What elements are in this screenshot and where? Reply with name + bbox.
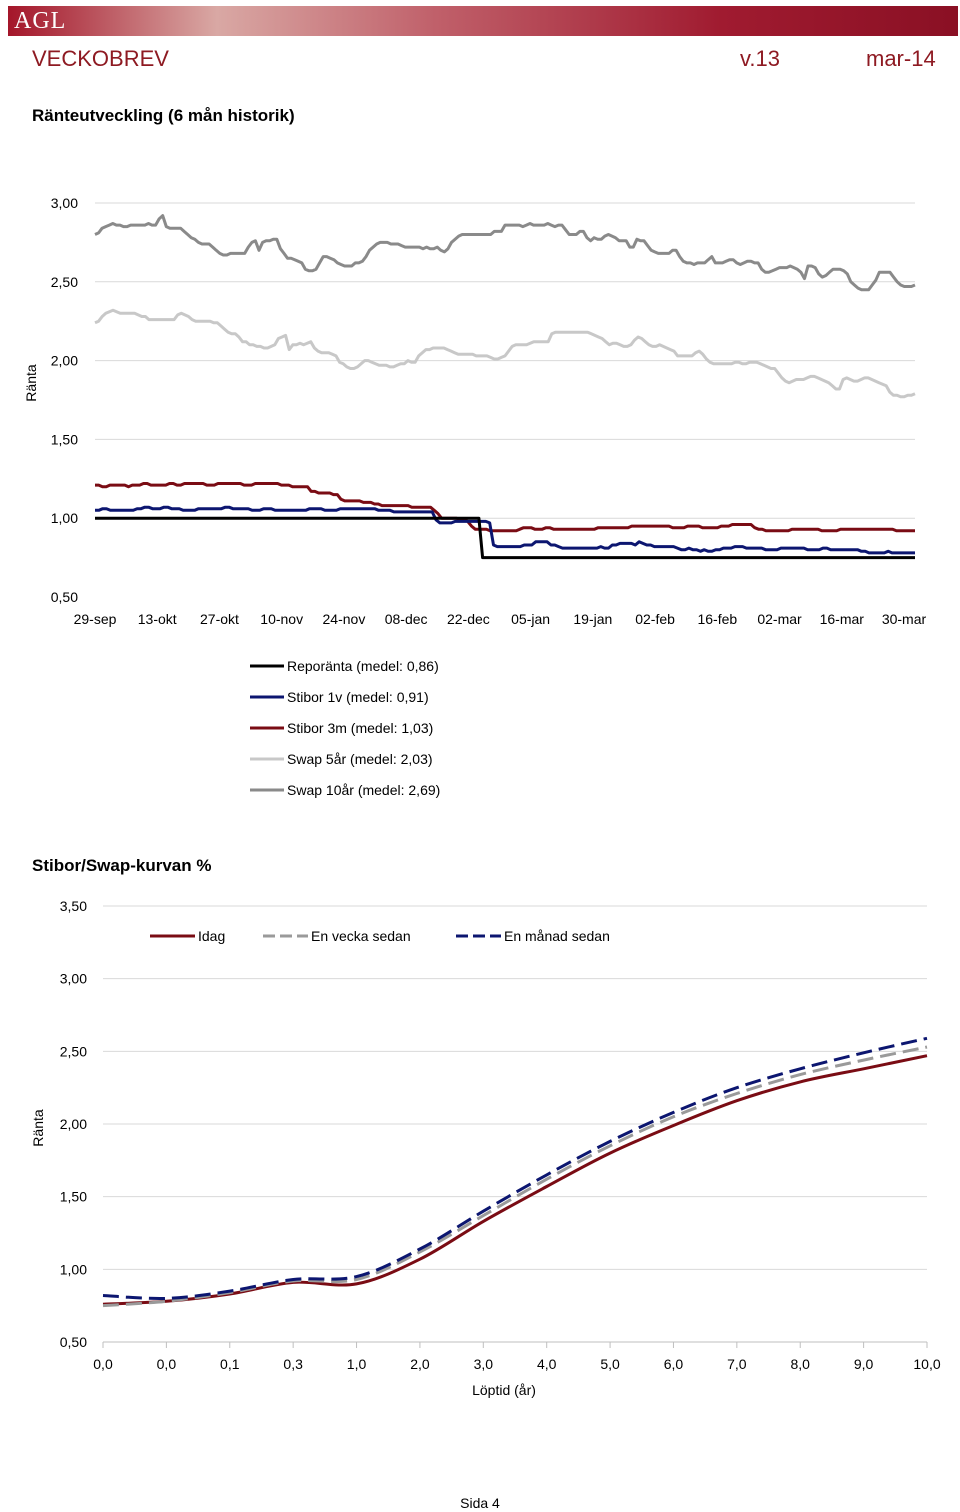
y-tick-label: 2,50 xyxy=(60,1043,87,1059)
series-line xyxy=(94,214,916,292)
rate-history-chart: 0,50 1,00 1,50 2,00 2,50 3,00 Ränta 29-sep 13-ok… xyxy=(23,195,927,798)
x-tick-label: 0,0 xyxy=(93,1356,113,1372)
x-tick-label: 16-mar xyxy=(820,611,865,627)
x-tick-label: 24-nov xyxy=(323,611,366,627)
y-tick-label: 3,50 xyxy=(60,898,87,914)
legend-label: Stibor 3m (medel: 1,03) xyxy=(287,720,433,736)
x-tick-label: 08-dec xyxy=(385,611,428,627)
x-tick-label: 05-jan xyxy=(511,611,550,627)
newsletter-title: VECKOBREV xyxy=(32,46,169,71)
x-tick-label: 13-okt xyxy=(138,611,177,627)
header-banner: AGL xyxy=(8,6,958,36)
x-tick-label: 22-dec xyxy=(447,611,490,627)
series-line xyxy=(95,482,915,533)
x-tick-label: 0,1 xyxy=(220,1356,240,1372)
legend-label: Swap 10år (medel: 2,69) xyxy=(287,782,440,798)
x-axis-label: Löptid (år) xyxy=(472,1382,536,1398)
x-tick-label: 27-okt xyxy=(200,611,239,627)
legend-label: Idag xyxy=(198,928,225,944)
y-tick-label: 2,50 xyxy=(51,274,78,290)
x-tick-label: 02-feb xyxy=(635,611,675,627)
y-tick-label: 0,50 xyxy=(60,1334,87,1350)
legend-label: Reporänta (medel: 0,86) xyxy=(287,658,439,674)
x-tick-label: 0,0 xyxy=(157,1356,177,1372)
series-line xyxy=(102,1054,928,1306)
x-tick-label: 16-feb xyxy=(697,611,737,627)
x-tick-label: 9,0 xyxy=(854,1356,874,1372)
week-number: v.13 xyxy=(740,46,780,71)
x-tick-label: 4,0 xyxy=(537,1356,557,1372)
x-tick-label: 5,0 xyxy=(600,1356,620,1372)
agl-logo: AGL xyxy=(14,8,67,34)
x-tick-label: 2,0 xyxy=(410,1356,430,1372)
y-tick-label: 0,50 xyxy=(51,589,78,605)
legend-label: Swap 5år (medel: 2,03) xyxy=(287,751,433,767)
x-tick-label: 6,0 xyxy=(664,1356,684,1372)
page-number: Sida 4 xyxy=(460,1495,500,1511)
series-line xyxy=(102,1036,928,1300)
y-tick-label: 2,00 xyxy=(51,353,78,369)
series-line xyxy=(95,516,915,560)
issue-date: mar-14 xyxy=(866,46,936,71)
y-tick-label: 1,00 xyxy=(60,1261,87,1277)
series-line xyxy=(102,1045,928,1308)
y-axis-label: Ränta xyxy=(30,1109,46,1147)
x-tick-label: 10,0 xyxy=(913,1356,940,1372)
x-tick-label: 1,0 xyxy=(347,1356,367,1372)
x-tick-label: 29-sep xyxy=(74,611,117,627)
y-axis-label: Ränta xyxy=(23,364,39,402)
x-tick-label: 30-mar xyxy=(882,611,927,627)
x-tick-label: 19-jan xyxy=(573,611,612,627)
y-tick-label: 1,50 xyxy=(51,431,78,447)
x-tick-label: 02-mar xyxy=(757,611,802,627)
y-tick-label: 1,00 xyxy=(51,510,78,526)
x-tick-label: 7,0 xyxy=(727,1356,747,1372)
legend-label: En månad sedan xyxy=(504,928,610,944)
rate-history-title: Ränteutveckling (6 mån historik) xyxy=(32,106,295,125)
y-tick-label: 3,00 xyxy=(60,971,87,987)
x-tick-label: 8,0 xyxy=(790,1356,810,1372)
x-tick-label: 0,3 xyxy=(283,1356,303,1372)
legend-label: Stibor 1v (medel: 0,91) xyxy=(287,689,429,705)
x-tick-label: 3,0 xyxy=(474,1356,494,1372)
y-tick-label: 3,00 xyxy=(51,195,78,211)
legend-label: En vecka sedan xyxy=(311,928,411,944)
x-tick-label: 10-nov xyxy=(260,611,303,627)
y-tick-label: 2,00 xyxy=(60,1116,87,1132)
y-tick-label: 1,50 xyxy=(60,1189,87,1205)
yield-curve-title: Stibor/Swap-kurvan % xyxy=(32,856,212,875)
series-line xyxy=(95,505,915,555)
series-line xyxy=(94,308,916,399)
